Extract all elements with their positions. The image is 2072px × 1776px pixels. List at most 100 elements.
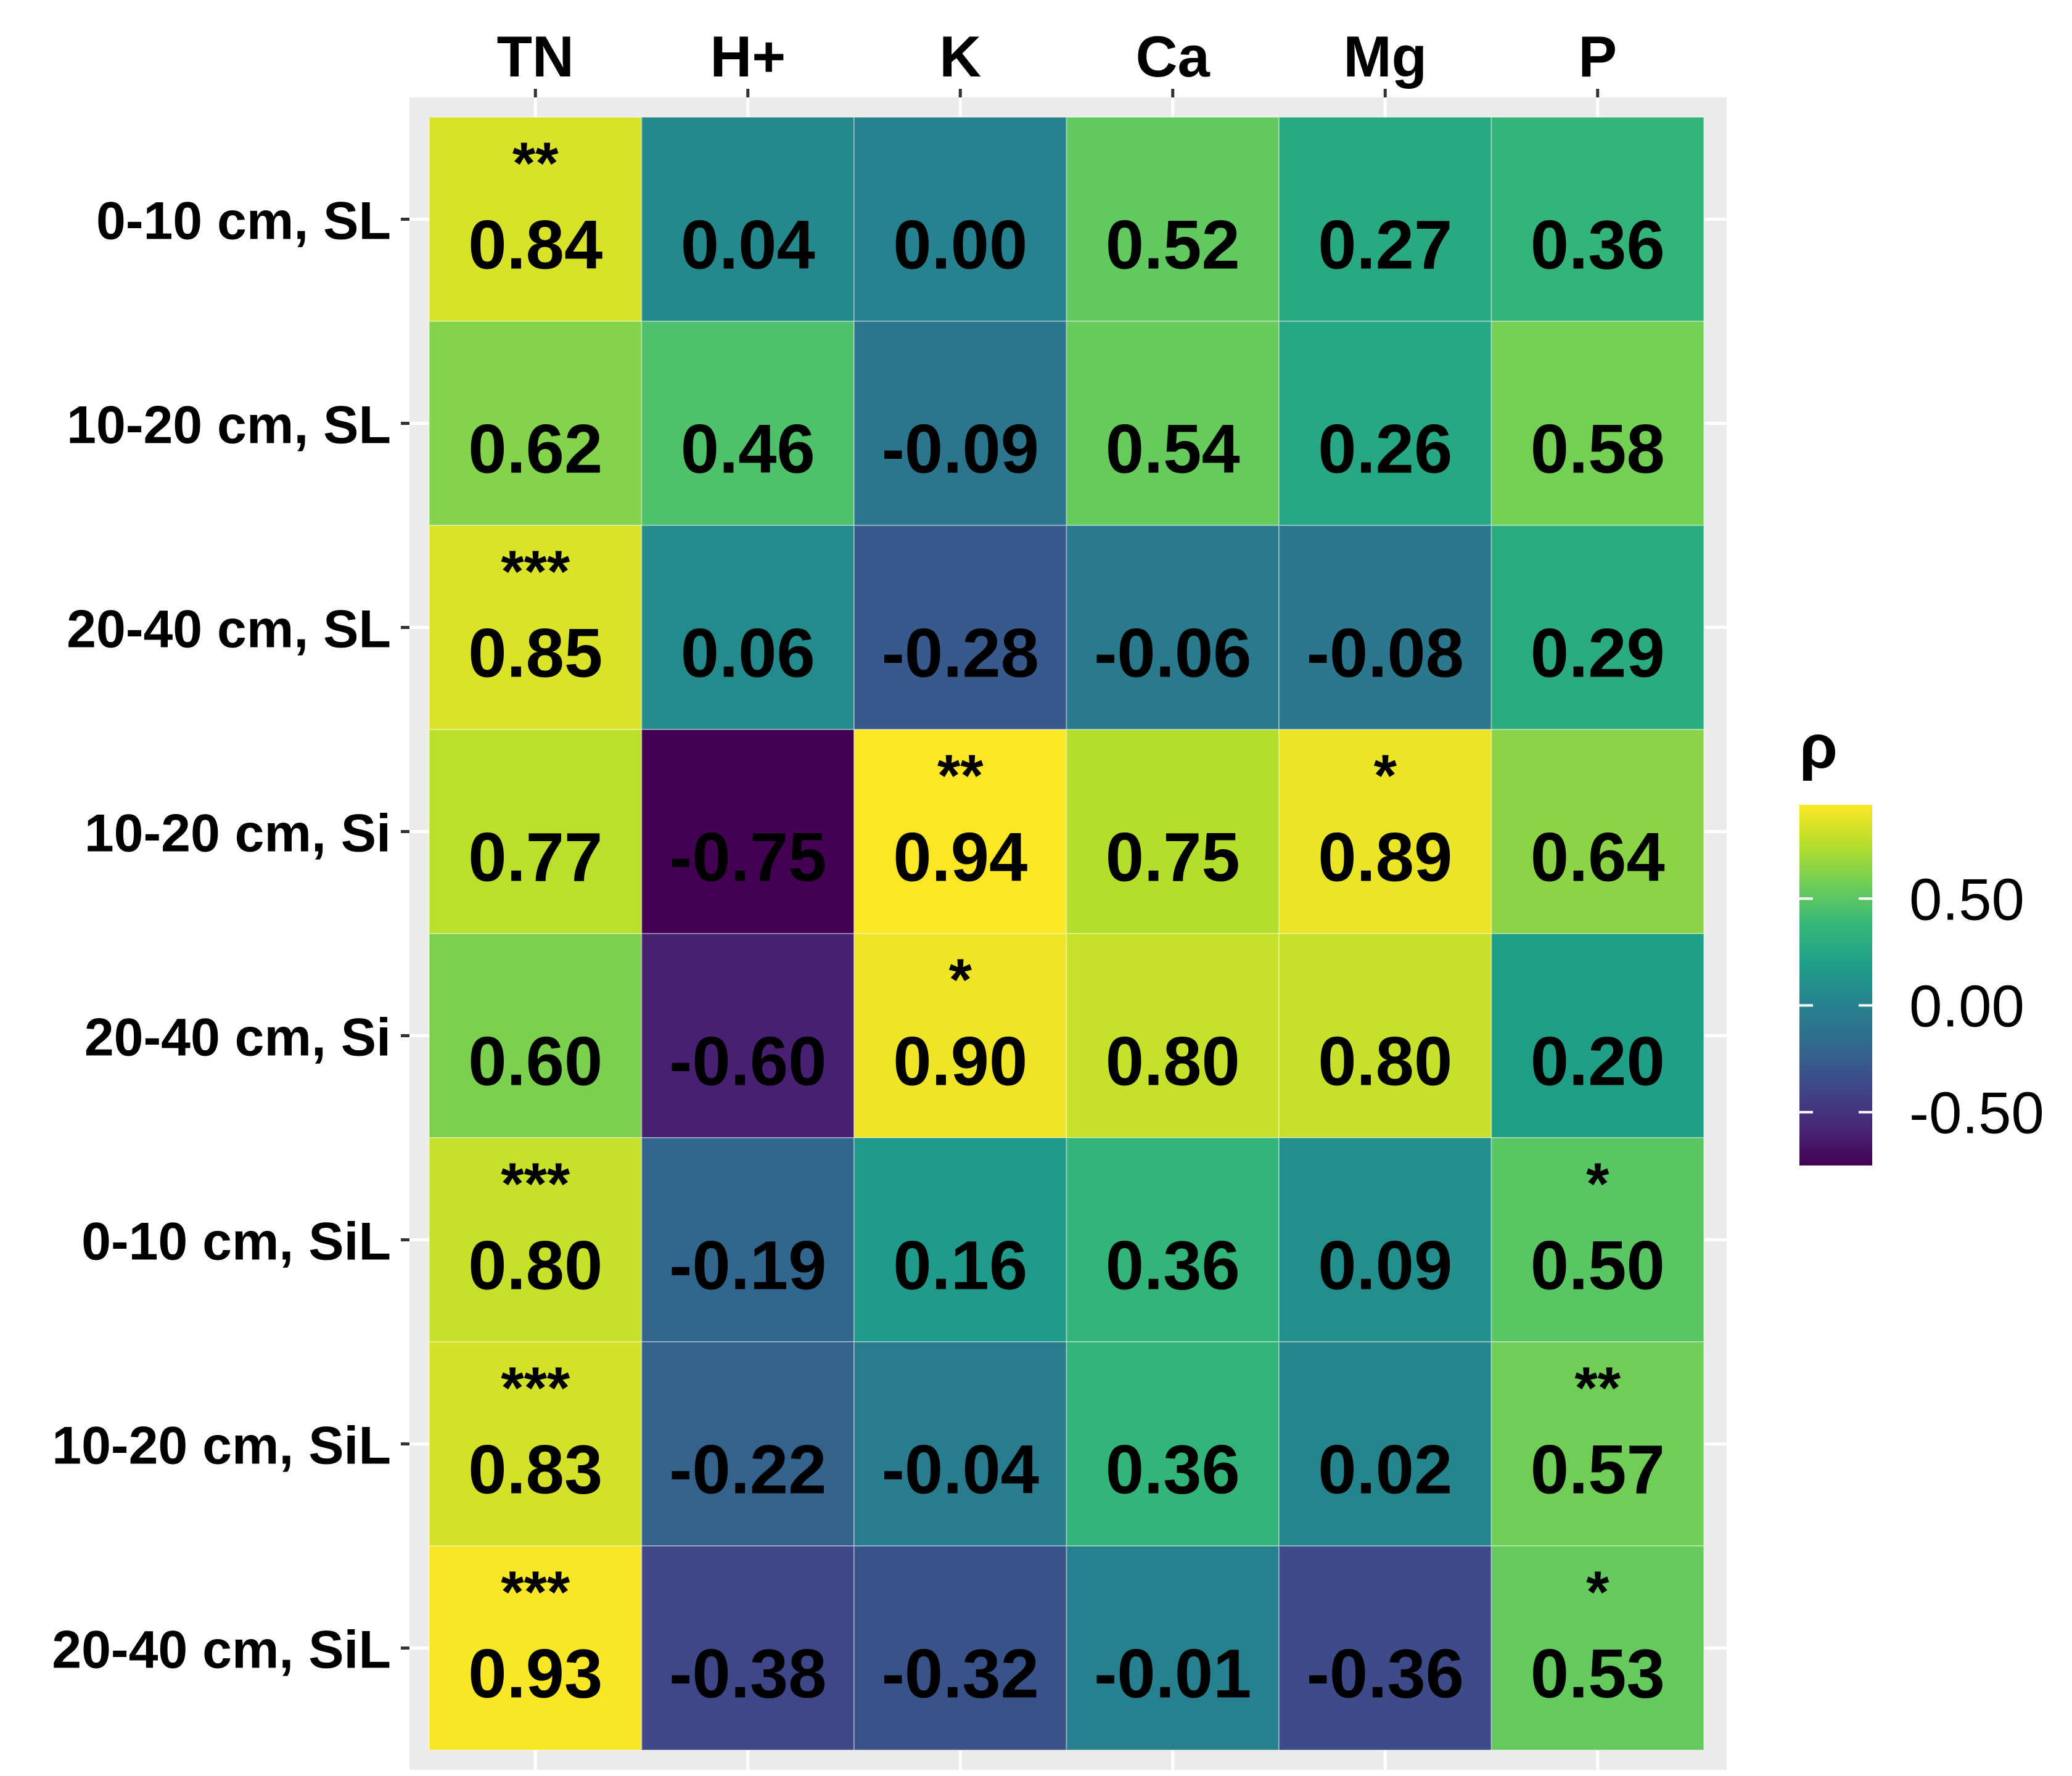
column-label: P xyxy=(1578,24,1617,89)
heatmap-cell xyxy=(1490,933,1704,1138)
cell-value-label: 0.53 xyxy=(1531,1635,1665,1712)
heatmap-cell xyxy=(853,321,1067,526)
heatmap-cell xyxy=(1066,933,1280,1138)
cell-value-label: -0.38 xyxy=(669,1635,826,1712)
heatmap-cell xyxy=(1490,1137,1704,1342)
heatmap-cell xyxy=(429,525,643,730)
significance-stars: * xyxy=(949,947,972,1013)
cell-value-label: 0.04 xyxy=(681,207,815,284)
significance-stars: *** xyxy=(501,1151,570,1217)
heatmap-cell xyxy=(429,1545,643,1751)
heatmap-cell xyxy=(1066,525,1280,730)
column-label: Ca xyxy=(1136,24,1211,89)
cell-value-label: 0.75 xyxy=(1106,819,1240,896)
heatmap-cell xyxy=(853,1137,1067,1342)
column-label: TN xyxy=(497,24,574,89)
cell-value-label: 0.80 xyxy=(1106,1023,1240,1100)
heatmap-cell xyxy=(853,729,1067,934)
cell-value-label: 0.64 xyxy=(1531,819,1665,896)
heatmap-cell xyxy=(429,933,643,1138)
heatmap-cell xyxy=(641,1137,855,1342)
heatmap-cell xyxy=(641,1341,855,1547)
cell-value-label: 0.52 xyxy=(1106,207,1240,284)
heatmap-cell xyxy=(641,1545,855,1751)
legend-colorbar xyxy=(1799,805,1872,1166)
heatmap-cell xyxy=(641,729,855,934)
cell-value-label: 0.50 xyxy=(1531,1227,1665,1304)
heatmap-cell xyxy=(853,117,1067,322)
cell-value-label: 0.84 xyxy=(468,207,602,284)
significance-stars: ** xyxy=(512,131,559,197)
significance-stars: *** xyxy=(501,1560,570,1626)
significance-stars: ** xyxy=(1574,1355,1621,1421)
cell-value-label: -0.19 xyxy=(669,1227,826,1304)
significance-stars: *** xyxy=(501,1355,570,1421)
heatmap-cell xyxy=(853,1545,1067,1751)
significance-stars: * xyxy=(1374,743,1397,809)
heatmap-cell xyxy=(429,1341,643,1547)
cell-value-label: 0.58 xyxy=(1531,411,1665,488)
cell-value-label: -0.09 xyxy=(882,411,1039,488)
cell-value-label: 0.83 xyxy=(468,1431,602,1508)
cell-value-label: 0.46 xyxy=(681,411,815,488)
cell-value-label: 0.00 xyxy=(893,207,1027,284)
column-label: Mg xyxy=(1343,24,1427,89)
heatmap-cell xyxy=(1490,321,1704,526)
cell-value-label: 0.36 xyxy=(1106,1227,1240,1304)
cell-value-label: 0.16 xyxy=(893,1227,1027,1304)
heatmap-cell xyxy=(1278,1341,1492,1547)
legend-tick-label: 0.50 xyxy=(1909,866,2025,932)
cell-value-label: 0.62 xyxy=(468,411,602,488)
significance-stars: *** xyxy=(501,539,570,605)
row-label: 10-20 cm, Si xyxy=(84,804,391,863)
cell-value-label: 0.94 xyxy=(893,819,1027,896)
column-label: H+ xyxy=(710,24,786,89)
significance-stars: ** xyxy=(937,743,984,809)
cell-value-label: 0.06 xyxy=(681,615,815,692)
heatmap-cell xyxy=(641,933,855,1138)
cell-value-label: 0.77 xyxy=(468,819,602,896)
heatmap-cell xyxy=(1278,1137,1492,1342)
cell-value-label: 0.09 xyxy=(1318,1227,1452,1304)
heatmap-cell xyxy=(853,525,1067,730)
row-label: 0-10 cm, SiL xyxy=(81,1212,391,1272)
cell-value-label: 0.02 xyxy=(1318,1431,1452,1508)
heatmap-cell xyxy=(1278,525,1492,730)
cell-value-label: 0.29 xyxy=(1531,615,1665,692)
cell-value-label: 0.85 xyxy=(468,615,602,692)
cell-value-label: -0.36 xyxy=(1307,1635,1464,1712)
heatmap-cell xyxy=(429,1137,643,1342)
heatmap-cell xyxy=(641,321,855,526)
heatmap-cell xyxy=(1490,1341,1704,1547)
cell-value-label: 0.36 xyxy=(1106,1431,1240,1508)
cell-value-label: 0.36 xyxy=(1531,207,1665,284)
heatmap-cell xyxy=(1490,117,1704,322)
cell-value-label: -0.08 xyxy=(1307,615,1464,692)
legend-tick-label: 0.00 xyxy=(1909,973,2025,1039)
heatmap-cell xyxy=(1066,729,1280,934)
row-label: 10-20 cm, SiL xyxy=(52,1416,391,1476)
heatmap-cell xyxy=(1278,321,1492,526)
cell-value-label: 0.60 xyxy=(468,1023,602,1100)
heatmap-cell xyxy=(853,1341,1067,1547)
row-label: 20-40 cm, Si xyxy=(84,1008,391,1067)
cell-value-label: -0.06 xyxy=(1094,615,1251,692)
cell-value-label: -0.04 xyxy=(882,1431,1039,1508)
row-label: 20-40 cm, SL xyxy=(67,600,391,659)
cell-value-label: -0.60 xyxy=(669,1023,826,1100)
row-label: 20-40 cm, SiL xyxy=(52,1621,391,1680)
cell-value-label: 0.57 xyxy=(1531,1431,1665,1508)
heatmap-cell xyxy=(1066,1137,1280,1342)
row-label: 10-20 cm, SL xyxy=(67,396,391,455)
cell-value-label: 0.54 xyxy=(1106,411,1240,488)
heatmap-cell xyxy=(641,117,855,322)
cell-value-label: 0.27 xyxy=(1318,207,1452,284)
cell-value-label: 0.89 xyxy=(1318,819,1452,896)
significance-stars: * xyxy=(1586,1151,1610,1217)
heatmap-cell xyxy=(1066,1545,1280,1751)
row-label: 0-10 cm, SL xyxy=(96,192,391,251)
legend-title: ρ xyxy=(1799,712,1838,781)
heatmap-cell xyxy=(1066,1341,1280,1547)
